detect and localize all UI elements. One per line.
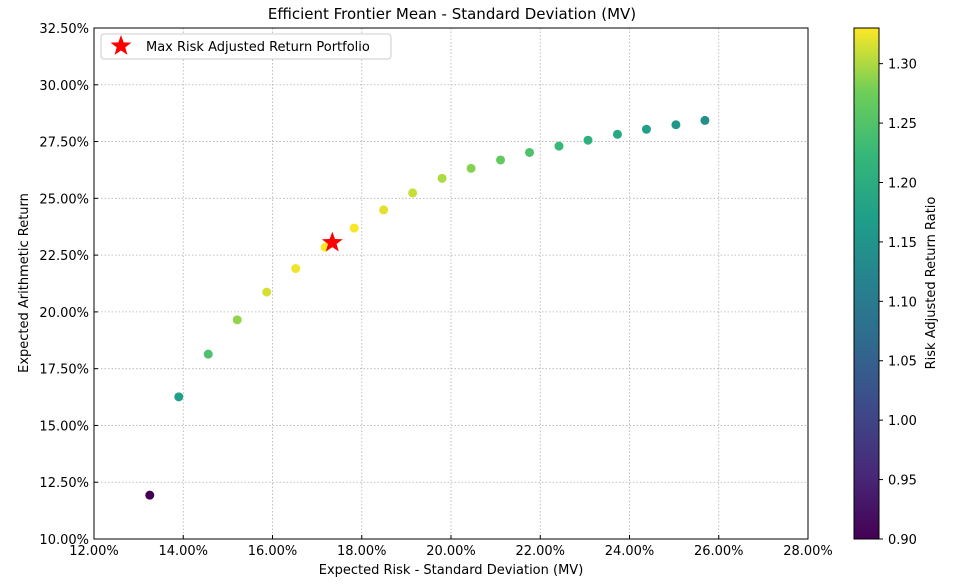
frontier-point (174, 392, 184, 402)
frontier-point (612, 129, 622, 139)
y-tick-label: 32.50% (39, 22, 89, 37)
legend-box (100, 33, 392, 60)
y-tick-label: 20.00% (39, 306, 89, 321)
x-tick-label: 12.00% (69, 544, 119, 559)
grid-lines (93, 27, 809, 540)
highlight-marker-group (321, 231, 343, 252)
frontier-point (700, 115, 710, 125)
frontier-point (349, 223, 359, 233)
y-tick-label: 17.50% (39, 363, 89, 378)
x-tick-label: 20.00% (426, 544, 476, 559)
x-tick-label: 24.00% (605, 544, 655, 559)
x-axis-label: Expected Risk - Standard Deviation (MV) (319, 563, 584, 578)
frontier-point (232, 315, 242, 325)
y-tick-label: 10.00% (39, 533, 89, 548)
frontier-point (262, 287, 272, 297)
y-tick-label: 15.00% (39, 419, 89, 434)
y-axis-ticks: 10.00% 12.50% 15.00% 17.50% 20.00% 22.50% 25.0… (39, 22, 98, 548)
legend: Max Risk Adjusted Return Portfolio (100, 33, 392, 60)
x-tick-label: 14.00% (158, 544, 208, 559)
colorbar-tick-label: 1.05 (888, 355, 917, 370)
y-tick-label: 25.00% (39, 192, 89, 207)
frontier-point (291, 264, 301, 274)
colorbar-tick-label: 1.15 (888, 236, 917, 251)
chart-title: Efficient Frontier Mean - Standard Devia… (268, 5, 636, 23)
frontier-point (525, 147, 535, 157)
frontier-point (408, 188, 418, 198)
y-tick-label: 22.50% (39, 249, 89, 264)
frontier-point (145, 490, 155, 500)
x-tick-label: 28.00% (783, 544, 833, 559)
y-tick-label: 12.50% (39, 476, 89, 491)
colorbar-tick-label: 1.00 (888, 414, 917, 429)
x-tick-label: 22.00% (515, 544, 565, 559)
colorbar-tick-label: 1.30 (888, 58, 917, 73)
colorbar-tick-label: 0.90 (888, 533, 917, 548)
y-tick-label: 27.50% (39, 136, 89, 151)
colorbar-tick-label: 1.10 (888, 295, 917, 310)
x-axis-ticks: 12.00% 14.00% 16.00% 18.00% 20.00% 22.00% 24.0… (69, 535, 833, 559)
y-tick-label: 30.00% (39, 79, 89, 94)
colorbar-label: Risk Adjusted Return Ratio (924, 197, 939, 370)
colorbar-tick-label: 1.20 (888, 176, 917, 191)
x-tick-label: 18.00% (337, 544, 387, 559)
legend-label: Max Risk Adjusted Return Portfolio (146, 40, 370, 55)
x-tick-label: 16.00% (248, 544, 298, 559)
frontier-point (671, 120, 681, 130)
frontier-point (583, 135, 593, 145)
frontier-point (203, 349, 213, 359)
frontier-point (437, 173, 447, 183)
legend-star-icon (110, 35, 132, 55)
colorbar-ticks: 0.90 0.95 1.00 1.05 1.10 1.15 1.20 1.25 1.30 (879, 58, 917, 548)
x-tick-label: 26.00% (694, 544, 744, 559)
max-risk-adjusted-star-icon (321, 231, 343, 252)
colorbar (853, 27, 880, 540)
frontier-point (641, 124, 651, 134)
frontier-point (379, 205, 389, 215)
frontier-point (496, 155, 506, 165)
frontier-point (466, 163, 476, 173)
frontier-point (554, 141, 564, 151)
plot-frame (93, 27, 809, 540)
scatter-points (145, 115, 710, 500)
colorbar-tick-label: 0.95 (888, 474, 917, 489)
y-axis-label: Expected Arithmetic Return (17, 193, 32, 373)
colorbar-tick-label: 1.25 (888, 117, 917, 132)
